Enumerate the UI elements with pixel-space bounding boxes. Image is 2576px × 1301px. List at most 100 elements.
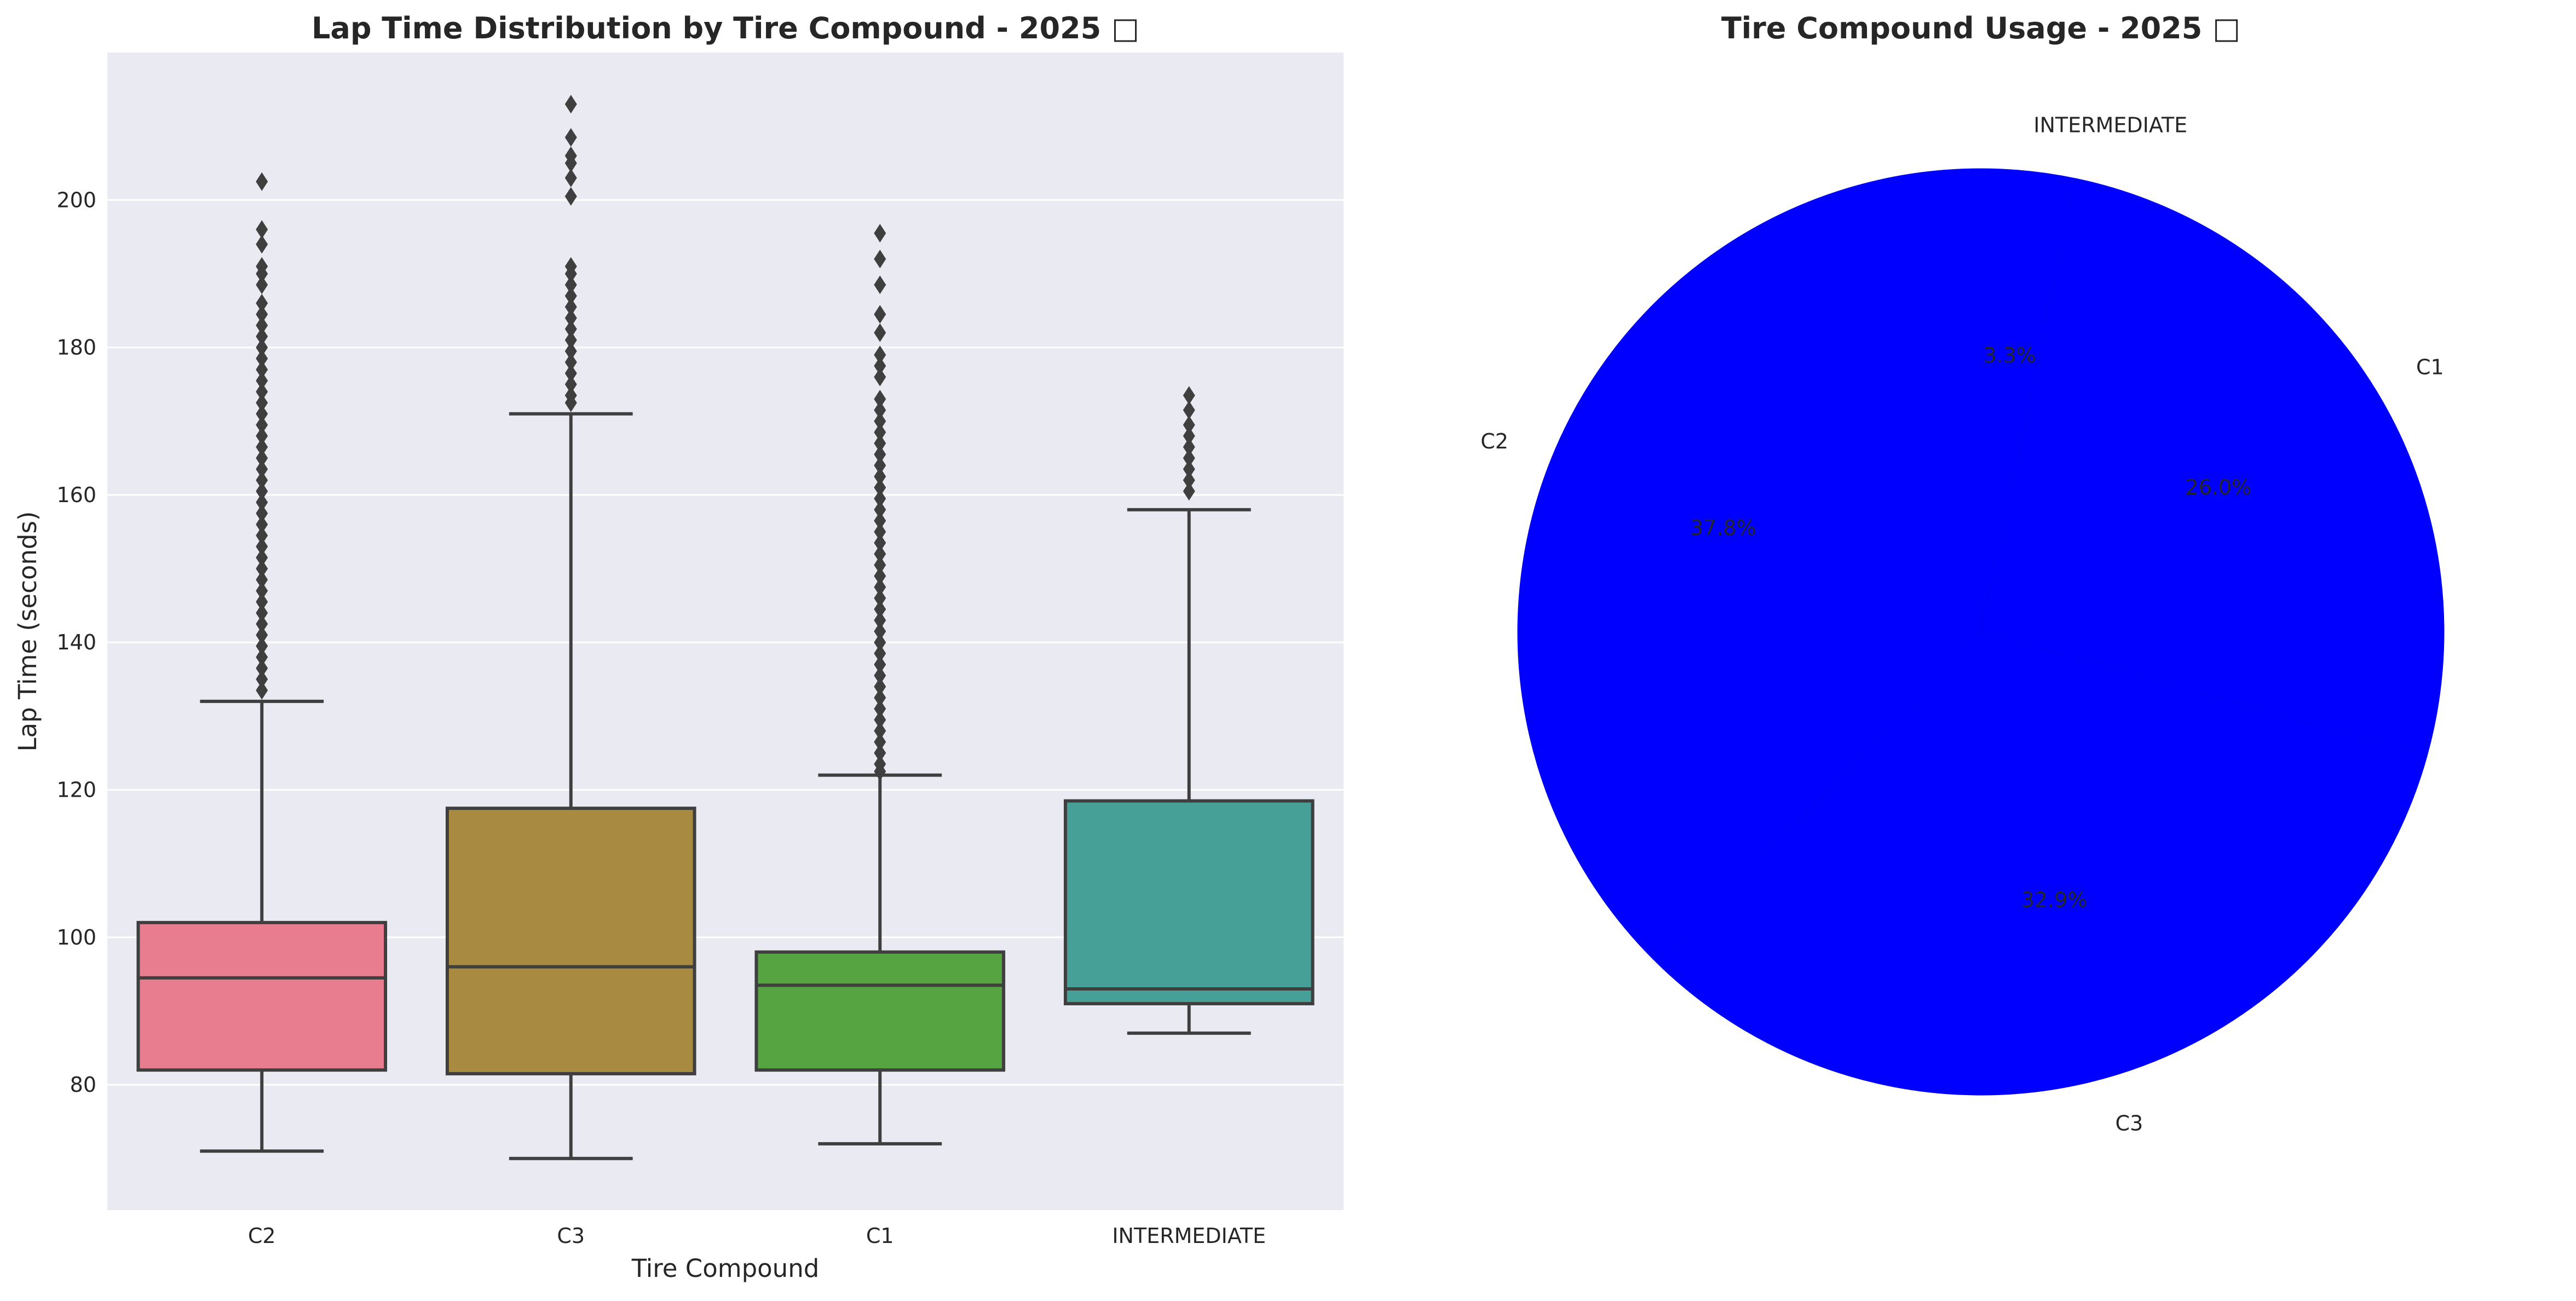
pie-slices xyxy=(1517,168,2445,1096)
outlier-point xyxy=(256,382,268,401)
pie-chart: INTERMEDIATE 3.3% C1 26.0% C3 32.9% C2 37.8% Ti… xyxy=(1480,11,2445,1136)
outlier-point xyxy=(874,489,886,508)
pie-category-label: C1 xyxy=(2416,355,2444,379)
outlier-point xyxy=(256,360,268,379)
outlier-point xyxy=(256,293,268,313)
outlier-point xyxy=(256,625,268,644)
outlier-point xyxy=(874,445,886,464)
outlier-point xyxy=(256,548,268,567)
outlier-point xyxy=(564,308,577,327)
pie-category-label: C2 xyxy=(1480,429,1508,453)
box-x-ticks: C2 C3 C1 INTERMEDIATE xyxy=(248,1224,1266,1248)
outlier-point xyxy=(564,264,577,283)
outlier-point xyxy=(874,677,886,696)
outlier-point xyxy=(564,353,577,372)
outlier-point xyxy=(256,316,268,335)
outlier-point xyxy=(256,670,268,689)
outlier-point xyxy=(1183,482,1195,501)
outlier-point xyxy=(256,404,268,423)
y-tick-label: 100 xyxy=(56,925,96,949)
outlier-point xyxy=(874,544,886,563)
outlier-point xyxy=(256,264,268,283)
outlier-point xyxy=(564,168,577,187)
outlier-point xyxy=(874,434,886,453)
outlier-point xyxy=(256,537,268,556)
outlier-point xyxy=(256,459,268,479)
outlier-point xyxy=(1183,401,1195,420)
outlier-point xyxy=(256,235,268,254)
y-tick-label: 80 xyxy=(70,1073,96,1097)
x-tick-label: INTERMEDIATE xyxy=(1112,1224,1266,1248)
outlier-point xyxy=(874,223,886,243)
pie-labels: INTERMEDIATE 3.3% C1 26.0% C3 32.9% C2 37.8% xyxy=(1480,113,2444,1135)
box-gridlines xyxy=(107,199,1344,1086)
y-tick-label: 160 xyxy=(56,483,96,507)
outlier-point xyxy=(564,95,577,114)
outlier-point xyxy=(256,515,268,534)
outlier-point xyxy=(874,412,886,431)
box-intermediate xyxy=(1063,386,1315,1035)
outlier-point xyxy=(874,600,886,619)
outlier-point xyxy=(874,666,886,685)
outlier-point xyxy=(256,570,268,589)
outlier-point xyxy=(564,393,577,412)
outlier-point xyxy=(874,467,886,486)
box-c3 xyxy=(445,95,696,1160)
outlier-point xyxy=(874,721,886,740)
outlier-point xyxy=(874,401,886,420)
outlier-point xyxy=(256,220,268,239)
x-tick-label: C1 xyxy=(866,1224,894,1248)
outlier-point xyxy=(256,349,268,368)
box-marks xyxy=(136,95,1315,1160)
outlier-point xyxy=(874,567,886,586)
outlier-point xyxy=(874,762,886,781)
outlier-point xyxy=(256,648,268,667)
pie-slice-c3 xyxy=(1659,631,2428,1096)
iqr-box xyxy=(1063,799,1315,1005)
iqr-box xyxy=(136,920,388,1072)
iqr-box xyxy=(754,950,1006,1072)
outlier-point xyxy=(256,275,268,295)
outlier-point xyxy=(256,393,268,412)
box-x-axis-label: Tire Compound xyxy=(631,1254,820,1283)
outlier-point xyxy=(256,305,268,324)
outlier-point xyxy=(256,636,268,655)
outlier-point xyxy=(874,423,886,442)
outlier-point xyxy=(874,323,886,342)
outlier-point xyxy=(256,338,268,357)
pie-percent-label: 26.0% xyxy=(2185,475,2251,499)
outlier-point xyxy=(256,504,268,523)
pie-category-label: C3 xyxy=(2116,1112,2143,1136)
outlier-point xyxy=(874,511,886,531)
outlier-point xyxy=(256,681,268,700)
y-tick-label: 200 xyxy=(56,188,96,212)
outlier-point xyxy=(256,493,268,512)
outlier-point xyxy=(874,533,886,552)
outlier-point xyxy=(256,448,268,468)
outlier-point xyxy=(874,367,886,387)
outlier-point xyxy=(874,644,886,663)
outlier-point xyxy=(564,342,577,361)
outlier-point xyxy=(874,611,886,630)
outlier-point xyxy=(1183,427,1195,446)
outlier-point xyxy=(1183,415,1195,434)
outlier-point xyxy=(874,389,886,408)
outlier-point xyxy=(874,356,886,376)
outlier-point xyxy=(564,375,577,394)
y-tick-label: 140 xyxy=(56,630,96,654)
outlier-point xyxy=(256,470,268,490)
outlier-point xyxy=(564,364,577,383)
outlier-point xyxy=(874,744,886,763)
outlier-point xyxy=(874,555,886,574)
pie-slice-c1 xyxy=(1980,178,2445,756)
outlier-point xyxy=(256,371,268,390)
outlier-point xyxy=(564,187,577,206)
box-plot-title: Lap Time Distribution by Tire Compound -… xyxy=(312,11,1139,45)
pie-percent-label: 32.9% xyxy=(2021,888,2088,912)
pie-category-label: INTERMEDIATE xyxy=(2033,113,2187,137)
outlier-point xyxy=(874,275,886,295)
outlier-point xyxy=(564,153,577,172)
